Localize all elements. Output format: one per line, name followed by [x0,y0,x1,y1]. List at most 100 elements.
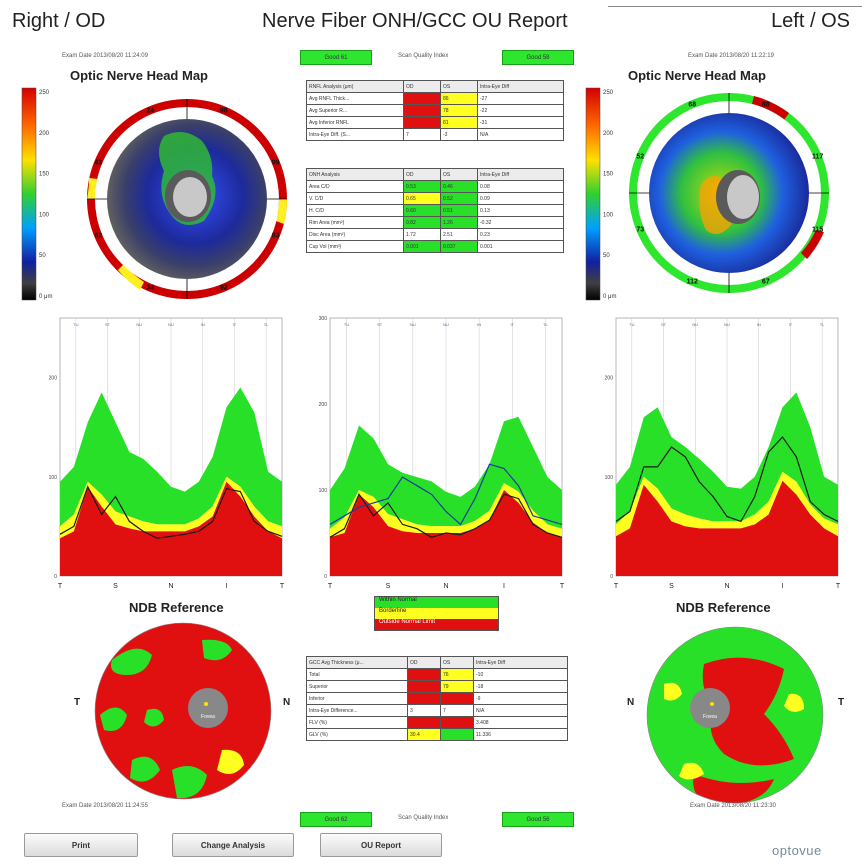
sector-tick-label: IT [789,322,793,327]
table-cell [440,728,474,741]
x-tick-label: I [503,583,505,590]
gcc-analysis-table: GCC Avg Thickness (μ... OD OS Intra-Eye … [306,656,568,741]
table-cell: Area C/D [306,180,404,193]
table-cell: -0.32 [477,216,564,229]
onh-map-od: 98 99 83 92 34 62 43 24 [87,99,288,299]
scale-tick-label: 250 [603,90,614,96]
change-analysis-button[interactable]: Change Analysis [172,833,294,857]
rnfl-header-od: OD [403,80,441,93]
y-tick-label: 100 [49,475,58,481]
legend-outside-normal: Outside Normal Limit [375,619,498,630]
measured-line [59,485,283,539]
onh-map-os: 88 117 115 67 112 73 52 68 [629,93,829,293]
onh-map-title-os: Optic Nerve Head Map [628,68,766,83]
table-cell: 0.65 [403,192,441,205]
sector-tick-label: TU [629,322,634,327]
table-cell: Total [306,668,408,681]
table-cell: 0.52 [440,192,478,205]
ndb-map-os: Fovea [646,626,824,804]
outside-band [616,480,838,576]
ndb-n-label-od: N [283,697,291,708]
x-tick-label: T [836,583,841,590]
scale-tick-label: 250 [39,90,50,96]
table-cell: 0.23 [477,228,564,241]
fovea-label-od: Fovea [201,714,215,720]
exam-date-od-bottom: Exam Date 2013/08/20 11:24:55 [62,803,148,809]
table-cell: 76 [440,668,474,681]
onh-map-title-od: Optic Nerve Head Map [70,68,208,83]
y-tick-label: 300 [319,316,328,322]
table-cell: H. C/D [306,204,404,217]
x-tick-label: S [113,583,118,590]
sector-value-label: 24 [146,107,154,114]
table-cell: GLV (%) [306,728,408,741]
onh-header-label: ONH Analysis [306,168,404,181]
table-row: Intra-Eye Difference... 3 7 N/A [306,704,568,717]
rnfl-analysis-table: RNFL Analysis (μm) OD OS Intra-Eye Diff … [306,80,564,141]
table-row: FLV (%) 3.408 [306,716,568,729]
table-cell: N/A [477,128,564,141]
sector-red-os-1 [752,96,789,120]
sector-value-label: 112 [687,279,698,286]
ndb-map-od: Fovea [94,622,272,800]
borderline-band [616,471,838,537]
measured-line-od [329,493,563,538]
ndb-title-od: NDB Reference [129,600,224,615]
table-cell: 0.51 [440,204,478,217]
table-row: GLV (%) 30.4 11.336 [306,728,568,741]
y-tick-label: 200 [605,376,614,382]
sector-value-label: 73 [636,227,644,234]
table-row: V. C/D 0.65 0.52 0.09 [306,192,564,205]
print-button[interactable]: Print [24,833,138,857]
measured-line-os [329,463,563,526]
table-cell: 3 [407,704,441,717]
table-cell [407,668,441,681]
table-row: Avg RNFL Thick... 86 -27 [306,92,564,105]
table-row: H. C/D 0.60 0.51 0.13 [306,204,564,217]
legend-within-normal: Within Normal [375,597,498,608]
sector-tick-label: TU [344,322,349,327]
right-eye-label: Right / OD [12,10,106,32]
exam-date-os-bottom: Exam Date 2013/08/20 11:23:30 [690,803,776,809]
onh-header-od: OD [403,168,441,181]
table-cell: Disc Area (mm²) [306,228,404,241]
rnfl-header-label: RNFL Analysis (μm) [306,80,404,93]
table-cell: 0.82 [403,216,441,229]
table-cell: 0.001 [403,240,441,253]
gcc-header-os: OS [440,656,474,669]
gcc-header-od: OD [407,656,441,669]
table-cell: 86 [440,92,478,105]
table-cell [440,716,474,729]
table-cell: 79 [440,680,474,693]
legend-borderline: Borderline [375,608,498,619]
table-cell: Superior [306,680,408,693]
table-row: Avg Superior R... 78 -22 [306,104,564,117]
sector-tick-label: NU [410,322,416,327]
sector-value-label: 99 [272,159,280,166]
normative-legend: Within Normal Borderline Outside Normal … [374,596,499,631]
sector-tick-label: TL [264,322,269,327]
onh-header-diff: Intra-Eye Diff [477,168,564,181]
x-tick-label: I [782,583,784,590]
table-row: Inferior -9 [306,692,568,705]
x-tick-label: T [560,583,565,590]
table-cell [407,680,441,693]
table-cell: 0.13 [477,204,564,217]
scale-tick-label: 100 [39,212,50,218]
table-cell: Avg RNFL Thick... [306,92,404,105]
borderline-band [60,476,282,539]
sector-tick-label: NU [443,322,449,327]
ndb-t-label-os: T [838,697,845,708]
y-tick-label: 200 [49,376,58,382]
scale-tick-label: 200 [39,131,50,137]
quality-badge-od-bottom: Good 62 [300,812,372,827]
scale-tick-label: 100 [603,212,614,218]
ou-report-button[interactable]: OU Report [320,833,442,857]
rnfl-header-diff: Intra-Eye Diff [477,80,564,93]
table-cell: 0.09 [477,192,564,205]
quality-badge-os-top: Good 58 [502,50,574,65]
header-divider [608,6,862,7]
x-tick-label: T [280,583,285,590]
